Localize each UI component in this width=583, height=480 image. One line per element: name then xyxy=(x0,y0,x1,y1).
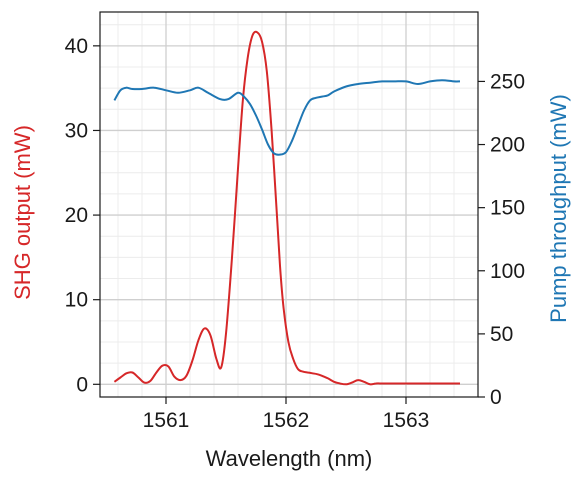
left-y-tick-label: 10 xyxy=(65,289,88,312)
left-y-tick-label: 30 xyxy=(65,119,88,142)
x-tick-label: 1562 xyxy=(263,409,310,432)
ticks-layer: 1561 1562 1563 0 10 20 30 40 0 50 100 150 200 250 xyxy=(65,35,525,432)
plot-frame xyxy=(99,11,479,398)
right-y-tick-label: 0 xyxy=(490,386,502,409)
shg-output-series-line xyxy=(113,30,460,386)
minor-grid xyxy=(100,12,478,397)
x-axis-title: Wavelength (nm) xyxy=(206,446,373,471)
right-y-tick-label: 200 xyxy=(490,134,525,157)
right-y-tick-label: 150 xyxy=(490,197,525,220)
right-y-tick-label: 100 xyxy=(490,260,525,283)
left-y-axis-title: SHG output (mW) xyxy=(10,125,35,300)
left-y-tick-label: 40 xyxy=(65,35,88,58)
right-y-tick-label: 50 xyxy=(490,323,513,346)
left-y-tick-label: 20 xyxy=(65,204,88,227)
pump-throughput-series-line xyxy=(113,79,461,156)
series-layer xyxy=(113,30,461,386)
right-y-axis-title: Pump throughput (mW) xyxy=(546,94,571,323)
x-tick-label: 1563 xyxy=(383,409,430,432)
right-y-tick-label: 250 xyxy=(490,70,525,93)
x-tick-label: 1561 xyxy=(143,409,190,432)
major-grid xyxy=(100,12,478,397)
left-y-tick-label: 0 xyxy=(76,373,88,396)
